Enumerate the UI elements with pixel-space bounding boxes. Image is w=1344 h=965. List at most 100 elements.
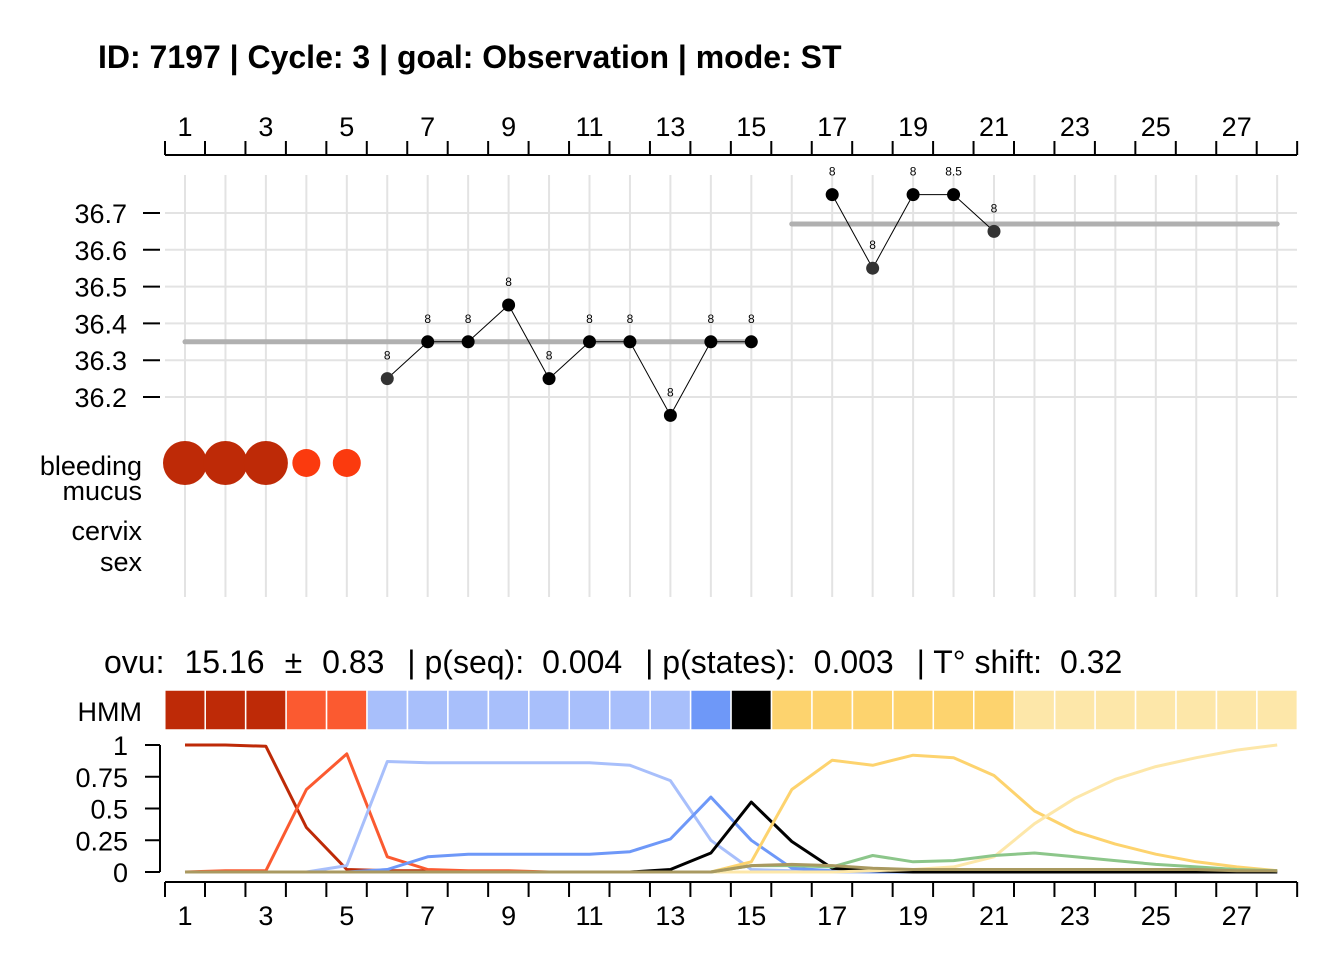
temperature-point bbox=[825, 188, 839, 202]
temperature-point bbox=[744, 335, 758, 349]
temperature-point-label: 8 bbox=[708, 312, 715, 326]
row-label-cervix: cervix bbox=[71, 516, 142, 546]
temperature-point-label: 8 bbox=[910, 165, 917, 179]
hmm-state-cell bbox=[1053, 689, 1096, 731]
temperature-point bbox=[421, 335, 435, 349]
hmm-state-cell bbox=[649, 689, 692, 731]
row-label-sex: sex bbox=[100, 547, 143, 577]
top-axis-label: 17 bbox=[817, 112, 847, 142]
prob-axis-label: 0.75 bbox=[75, 763, 128, 793]
hmm-state-cell bbox=[487, 689, 530, 731]
temperature-point bbox=[542, 372, 556, 386]
temperature-point-label: 8 bbox=[991, 201, 998, 215]
top-axis-label: 15 bbox=[736, 112, 766, 142]
hmm-state-cell bbox=[1175, 689, 1218, 731]
temperature-point bbox=[502, 298, 516, 312]
hmm-state-cell bbox=[366, 689, 409, 731]
hmm-state-cell bbox=[851, 689, 894, 731]
bottom-axis-label: 3 bbox=[258, 901, 273, 931]
temperature-point-label: 8 bbox=[505, 275, 512, 289]
bottom-axis-label: 25 bbox=[1141, 901, 1171, 931]
top-axis-label: 19 bbox=[898, 112, 928, 142]
temperature-point bbox=[461, 335, 475, 349]
prob-axis-label: 0.25 bbox=[75, 826, 128, 856]
temperature-point-label: 8 bbox=[869, 238, 876, 252]
top-axis-label: 27 bbox=[1222, 112, 1252, 142]
tshift-value: 0.32 bbox=[1060, 644, 1122, 680]
temperature-point-label: 8 bbox=[384, 349, 391, 363]
bleeding-dot bbox=[332, 449, 361, 477]
bottom-axis-label: 19 bbox=[898, 901, 928, 931]
temperature-segment bbox=[386, 341, 429, 379]
bottom-axis-label: 9 bbox=[501, 901, 516, 931]
top-axis-label: 7 bbox=[420, 112, 435, 142]
temperature-point bbox=[987, 224, 1001, 238]
hmm-state-cell bbox=[1256, 689, 1299, 731]
temperature-point bbox=[623, 335, 637, 349]
top-axis-label: 1 bbox=[177, 112, 192, 142]
row-label-mucus: mucus bbox=[62, 476, 142, 506]
temperature-point-label: 8 bbox=[748, 312, 755, 326]
hmm-state-cell bbox=[1134, 689, 1177, 731]
temp-axis-label: 36.6 bbox=[74, 236, 127, 266]
bottom-axis-label: 17 bbox=[817, 901, 847, 931]
pstates-value: 0.003 bbox=[814, 644, 894, 680]
temperature-plot: 8 8 8 8 8 8 8 8 8 8 8 8 8 8.5 8 bbox=[182, 165, 1280, 422]
bottom-axis-label: 13 bbox=[655, 901, 685, 931]
ovu-sd: 0.83 bbox=[322, 644, 384, 680]
top-axis-label: 21 bbox=[979, 112, 1009, 142]
temperature-segment bbox=[831, 194, 874, 269]
temperature-segment bbox=[467, 304, 509, 343]
temperature-point-label: 8 bbox=[546, 349, 553, 363]
temp-axis-label: 36.3 bbox=[74, 346, 127, 376]
hmm-state-cell bbox=[204, 689, 247, 731]
top-axis-label: 11 bbox=[575, 112, 603, 142]
top-axis-label: 9 bbox=[501, 112, 516, 142]
temperature-point-label: 8 bbox=[829, 165, 836, 179]
temperature-point-label: 8 bbox=[667, 385, 674, 399]
hmm-state-cell bbox=[770, 689, 813, 731]
probability-plot bbox=[184, 743, 1278, 874]
tshift-label: | T° shift: bbox=[908, 644, 1042, 680]
stats-line: ovu: 15.16 ±0.83 | p(seq): 0.004 | p(states… bbox=[104, 644, 1122, 680]
hmm-state-cell bbox=[447, 689, 490, 731]
bottom-axis-label: 5 bbox=[339, 901, 354, 931]
bottom-axis-label: 15 bbox=[736, 901, 766, 931]
temperature-segment bbox=[953, 194, 995, 232]
top-axis-label: 23 bbox=[1060, 112, 1090, 142]
hmm-state-cell bbox=[325, 689, 368, 731]
bottom-axis-label: 23 bbox=[1060, 901, 1090, 931]
probability-series-line bbox=[185, 743, 1278, 874]
top-axis-label: 3 bbox=[258, 112, 273, 142]
temperature-point bbox=[947, 188, 961, 202]
hmm-strip bbox=[164, 689, 1299, 731]
hmm-label: HMM bbox=[78, 697, 142, 727]
hmm-state-cell bbox=[1013, 689, 1056, 731]
top-axis-label: 5 bbox=[339, 112, 354, 142]
temperature-point-label: 8 bbox=[586, 312, 593, 326]
hmm-state-cell bbox=[730, 689, 773, 731]
temperature-segment bbox=[872, 194, 914, 269]
bleeding-dot bbox=[243, 441, 288, 485]
ovu-value: 15.16 bbox=[184, 644, 264, 680]
temp-axis-label: 36.5 bbox=[74, 273, 127, 303]
ovu-label: ovu: bbox=[104, 644, 164, 680]
hmm-state-cell bbox=[164, 689, 206, 731]
hmm-state-cell bbox=[528, 689, 571, 731]
temperature-segment bbox=[508, 304, 550, 379]
hmm-state-cell bbox=[932, 689, 975, 731]
hmm-state-cell bbox=[892, 689, 935, 731]
row-label-bleeding: bleeding bbox=[40, 451, 142, 481]
prob-axis-label: 1 bbox=[113, 731, 128, 761]
temperature-point bbox=[663, 408, 677, 422]
temp-axis-label: 36.4 bbox=[74, 309, 127, 339]
temperature-segment bbox=[629, 341, 671, 416]
hmm-state-cell bbox=[811, 689, 854, 731]
temp-axis-label: 36.7 bbox=[74, 199, 127, 229]
bleeding-dot bbox=[163, 441, 207, 485]
temperature-segment bbox=[548, 341, 590, 379]
bleeding-dot bbox=[203, 441, 248, 485]
hmm-state-cell bbox=[406, 689, 449, 731]
